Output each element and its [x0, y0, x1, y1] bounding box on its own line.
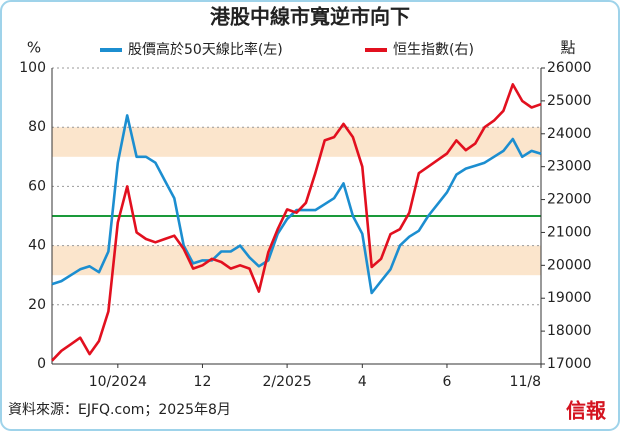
x-tick-label: 10/2024: [89, 374, 147, 390]
y2-tick-label: 21000: [547, 224, 592, 240]
y2-axis-label: 點: [560, 39, 575, 57]
y-tick-label: 0: [37, 356, 46, 372]
y-tick-label: 60: [28, 178, 46, 194]
x-tick-label: 6: [443, 374, 452, 390]
y2-tick-label: 20000: [547, 257, 592, 273]
chart-title: 港股中線市寬逆市向下: [210, 5, 410, 29]
y-axis-label: %: [27, 39, 41, 57]
y2-tick-label: 19000: [547, 290, 592, 306]
legend-label: 股價高於50天線比率(左): [128, 41, 283, 58]
y2-tick-label: 26000: [547, 60, 592, 76]
y-tick-label: 20: [28, 297, 46, 313]
x-tick-label: 11/8: [510, 374, 541, 390]
shaded-band: [52, 127, 541, 157]
source-note: 資料來源：EJFQ.com；2025年8月: [8, 402, 231, 418]
logo: 信報: [566, 399, 607, 423]
y2-tick-label: 18000: [547, 323, 592, 339]
x-tick-label: 4: [358, 374, 367, 390]
shaded-band: [52, 245, 541, 276]
x-tick-label: 2/2025: [262, 374, 311, 390]
y-tick-label: 80: [28, 119, 46, 135]
x-tick-label: 12: [194, 374, 212, 390]
y2-tick-label: 24000: [547, 126, 592, 142]
y2-tick-label: 23000: [547, 159, 592, 175]
y2-tick-label: 22000: [547, 192, 592, 208]
legend-label: 恒生指數(右): [393, 42, 474, 58]
y-tick-label: 40: [28, 238, 46, 254]
y2-tick-label: 25000: [547, 93, 592, 109]
data-line: [51, 83, 542, 362]
data-line: [51, 114, 542, 295]
y-tick-label: 100: [19, 60, 46, 76]
y2-tick-label: 17000: [547, 356, 592, 372]
